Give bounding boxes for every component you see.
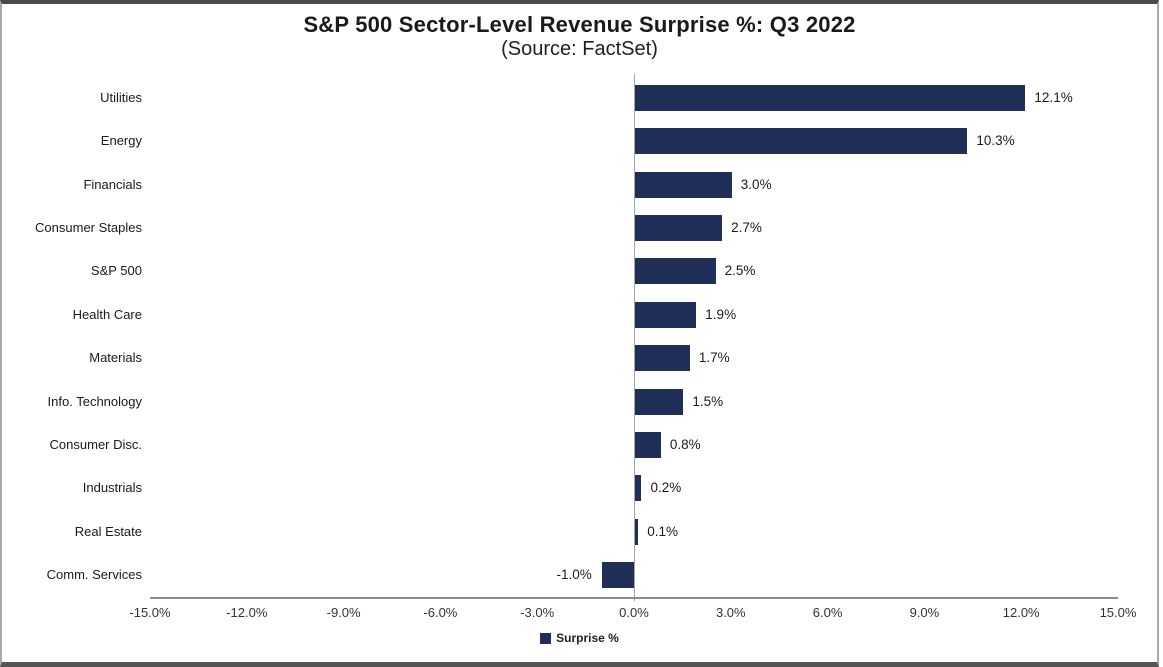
legend-label: Surprise %	[556, 631, 619, 645]
category-label-financials: Financials	[83, 176, 142, 192]
bar-real-estate	[635, 518, 639, 545]
category-label-s-p-500: S&P 500	[90, 263, 142, 279]
x-tick-label-3: 3.0%	[715, 605, 746, 620]
x-tick-label-neg3: -3.0%	[520, 605, 555, 620]
x-tick-label-6: 6.0%	[812, 605, 843, 620]
value-label-consumer-disc: 0.8%	[669, 437, 701, 453]
value-label-industrials: 0.2%	[650, 480, 682, 496]
chart-subtitle: (Source: FactSet)	[501, 38, 658, 60]
value-label-info-technology: 1.5%	[692, 393, 724, 409]
category-label-industrials: Industrials	[82, 480, 142, 496]
legend: Surprise %	[0, 631, 1159, 645]
bar-consumer-staples	[635, 214, 723, 241]
x-axis-line	[150, 597, 1118, 599]
bar-health-care	[635, 301, 697, 328]
category-label-info-technology: Info. Technology	[47, 393, 142, 409]
zero-axis-line	[634, 74, 635, 601]
x-tick-label-15: 15.0%	[1099, 605, 1137, 620]
value-label-real-estate: 0.1%	[647, 523, 678, 539]
bar-energy	[635, 128, 968, 155]
category-label-materials: Materials	[89, 350, 142, 366]
value-label-health-care: 1.9%	[705, 306, 737, 322]
bar-industrials	[635, 475, 642, 502]
value-label-s-p-500: 2.5%	[724, 263, 756, 279]
x-tick-label-neg9: -9.0%	[326, 605, 361, 620]
value-label-utilities: 12.1%	[1034, 89, 1073, 105]
category-label-energy: Energy	[100, 133, 142, 149]
bar-s-p-500	[635, 258, 716, 285]
category-label-consumer-staples: Consumer Staples	[35, 219, 142, 235]
x-tick-label-neg15: -15.0%	[129, 605, 171, 620]
legend-swatch-icon	[540, 632, 552, 644]
bar-materials	[635, 345, 690, 372]
bar-utilities	[635, 84, 1026, 111]
bar-consumer-disc	[635, 432, 661, 459]
category-label-real-estate: Real Estate	[74, 523, 142, 539]
value-label-consumer-staples: 2.7%	[731, 219, 762, 235]
value-label-energy: 10.3%	[976, 133, 1015, 149]
x-tick-label-neg12: -12.0%	[226, 605, 268, 620]
bar-comm-services	[601, 562, 634, 589]
value-label-financials: 3.0%	[740, 176, 772, 192]
x-tick-label-neg6: -6.0%	[423, 605, 458, 620]
value-label-comm-services: -1.0%	[556, 567, 592, 583]
x-tick-label-9: 9.0%	[909, 605, 940, 620]
category-label-consumer-disc: Consumer Disc.	[49, 437, 142, 453]
value-label-materials: 1.7%	[698, 350, 730, 366]
category-label-utilities: Utilities	[100, 89, 142, 105]
x-tick-label-12: 12.0%	[1002, 605, 1040, 620]
bar-info-technology	[635, 388, 684, 415]
bar-financials	[635, 171, 732, 198]
category-label-comm-services: Comm. Services	[46, 567, 142, 583]
chart-title: S&P 500 Sector-Level Revenue Surprise %:…	[303, 12, 856, 37]
category-label-health-care: Health Care	[72, 306, 142, 322]
x-tick-label-0: 0.0%	[619, 605, 649, 620]
